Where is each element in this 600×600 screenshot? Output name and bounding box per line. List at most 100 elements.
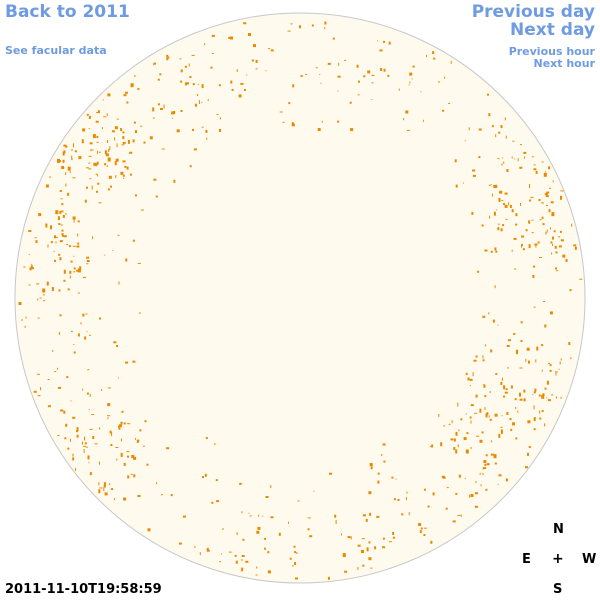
facula-dot bbox=[500, 430, 503, 434]
see-facular-data-link[interactable]: See facular data bbox=[5, 44, 107, 57]
facula-dot bbox=[533, 405, 535, 410]
facula-dot bbox=[543, 301, 546, 302]
facula-dot bbox=[501, 200, 504, 202]
solar-disk bbox=[14, 12, 586, 584]
facula-dot bbox=[102, 99, 104, 101]
facula-dot bbox=[89, 428, 93, 430]
facula-dot bbox=[86, 256, 90, 259]
compass-south-label: S bbox=[553, 582, 563, 597]
facula-dot bbox=[543, 172, 547, 177]
facula-dot bbox=[82, 277, 86, 278]
facula-dot bbox=[532, 275, 535, 278]
facula-dot bbox=[270, 485, 272, 489]
facula-dot bbox=[528, 220, 531, 224]
facula-dot bbox=[465, 449, 469, 454]
facula-dot bbox=[101, 388, 103, 391]
facula-dot bbox=[377, 472, 380, 475]
facula-dot bbox=[234, 554, 237, 557]
facula-dot bbox=[236, 69, 238, 73]
facula-dot bbox=[529, 184, 530, 189]
facula-dot bbox=[60, 198, 63, 200]
facula-dot bbox=[546, 380, 549, 385]
facula-dot bbox=[124, 91, 128, 94]
facula-dot bbox=[77, 333, 80, 337]
facula-dot bbox=[574, 246, 577, 250]
facula-dot bbox=[571, 223, 573, 227]
facula-dot bbox=[376, 515, 380, 518]
facula-dot bbox=[127, 423, 131, 425]
facula-dot bbox=[479, 439, 483, 443]
facula-dot bbox=[66, 376, 69, 379]
facula-dot bbox=[448, 102, 451, 104]
next-hour-link[interactable]: Next hour bbox=[533, 57, 596, 70]
facula-dot bbox=[484, 249, 488, 252]
facula-dot bbox=[533, 428, 536, 431]
facula-dot bbox=[241, 511, 243, 514]
facula-dot bbox=[24, 325, 26, 328]
facula-dot bbox=[191, 54, 195, 56]
facula-dot bbox=[248, 512, 250, 514]
compass-north-label: N bbox=[553, 522, 564, 537]
facula-dot bbox=[300, 75, 303, 77]
facula-dot bbox=[371, 82, 374, 84]
facula-dot bbox=[455, 449, 458, 454]
facula-dot bbox=[469, 385, 471, 386]
facula-dot bbox=[35, 240, 38, 244]
facula-dot bbox=[85, 313, 88, 315]
facula-dot bbox=[556, 270, 559, 272]
facula-dot bbox=[451, 420, 453, 424]
facula-dot bbox=[401, 513, 404, 516]
facula-dot bbox=[121, 144, 125, 146]
facula-dot bbox=[61, 234, 64, 237]
facula-dot bbox=[506, 169, 509, 172]
facula-dot bbox=[546, 397, 548, 399]
facula-dot bbox=[498, 197, 501, 202]
facula-dot bbox=[122, 136, 125, 140]
facula-dot bbox=[129, 151, 133, 154]
facula-dot bbox=[450, 60, 452, 64]
facula-dot bbox=[124, 165, 127, 168]
facula-dot bbox=[495, 250, 498, 253]
facula-dot bbox=[205, 437, 208, 439]
facula-dot bbox=[180, 69, 183, 73]
facula-dot bbox=[114, 137, 116, 141]
facula-dot bbox=[334, 514, 337, 518]
facula-dot bbox=[246, 74, 248, 76]
facula-dot bbox=[155, 195, 158, 198]
facula-dot bbox=[533, 391, 536, 394]
previous-hour-link[interactable]: Previous hour bbox=[508, 45, 595, 58]
facula-dot bbox=[83, 445, 87, 447]
facula-dot bbox=[230, 80, 233, 84]
facula-dot bbox=[157, 78, 160, 81]
facula-dot bbox=[101, 127, 103, 130]
facula-dot bbox=[371, 99, 373, 101]
facula-dot bbox=[201, 84, 204, 89]
next-day-link[interactable]: Next day bbox=[510, 20, 595, 40]
facula-dot bbox=[469, 416, 472, 419]
facula-dot bbox=[478, 128, 482, 131]
previous-day-link[interactable]: Previous day bbox=[471, 2, 595, 22]
facula-dot bbox=[515, 223, 518, 226]
facula-dot bbox=[65, 183, 67, 187]
facula-dot bbox=[144, 420, 147, 423]
facula-dot bbox=[240, 82, 244, 85]
facula-dot bbox=[91, 414, 95, 415]
facula-dot bbox=[388, 41, 391, 45]
facula-dot bbox=[65, 172, 67, 175]
facula-dot bbox=[96, 190, 98, 193]
facula-dot bbox=[531, 219, 534, 221]
facula-dot bbox=[483, 384, 486, 386]
facula-dot bbox=[63, 279, 66, 282]
facula-dot bbox=[511, 209, 514, 213]
facula-dot bbox=[77, 292, 80, 294]
facula-dot bbox=[262, 515, 264, 517]
facula-dot bbox=[438, 81, 440, 83]
facula-dot bbox=[116, 143, 118, 148]
facula-dot bbox=[109, 483, 111, 486]
facula-dot bbox=[42, 288, 46, 293]
facula-dot bbox=[525, 466, 528, 469]
facula-dot bbox=[76, 434, 79, 438]
facula-dot bbox=[38, 213, 42, 217]
facula-dot bbox=[520, 321, 523, 324]
back-to-year-link[interactable]: Back to 2011 bbox=[5, 2, 130, 22]
